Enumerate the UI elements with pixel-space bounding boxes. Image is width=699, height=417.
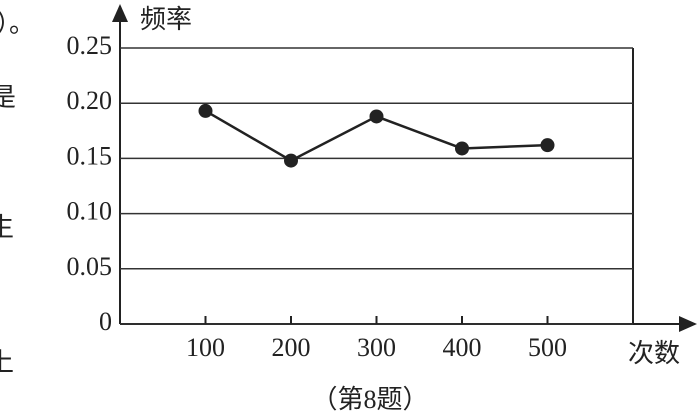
margin-fragment: 是 bbox=[0, 83, 16, 112]
point bbox=[369, 109, 384, 124]
x-tick-label: 200 bbox=[272, 333, 311, 362]
margin-fragment: ）。 bbox=[0, 9, 35, 38]
y-tick-label: 0 bbox=[99, 307, 112, 336]
caption: （第8题） bbox=[311, 385, 428, 414]
y-tick-label: 0.20 bbox=[67, 86, 113, 115]
x-tick-label: 100 bbox=[186, 333, 225, 362]
y-tick-label: 0.15 bbox=[67, 141, 113, 170]
x-tick-label: 400 bbox=[443, 333, 482, 362]
x-tick-label: 300 bbox=[357, 333, 396, 362]
point bbox=[198, 103, 213, 118]
point bbox=[455, 141, 469, 156]
y-tick-label: 0.10 bbox=[67, 197, 113, 226]
x-axis-label: 次数 bbox=[628, 339, 680, 368]
margin-fragment: 生 bbox=[0, 213, 14, 242]
y-tick-label: 0.05 bbox=[67, 252, 113, 281]
point bbox=[284, 153, 298, 168]
y-axis-label: 频率 bbox=[140, 5, 192, 34]
margin-fragment: 上 bbox=[0, 348, 14, 377]
y-tick-label: 0.25 bbox=[67, 31, 113, 60]
x-tick-label: 500 bbox=[528, 333, 567, 362]
point bbox=[540, 138, 555, 153]
